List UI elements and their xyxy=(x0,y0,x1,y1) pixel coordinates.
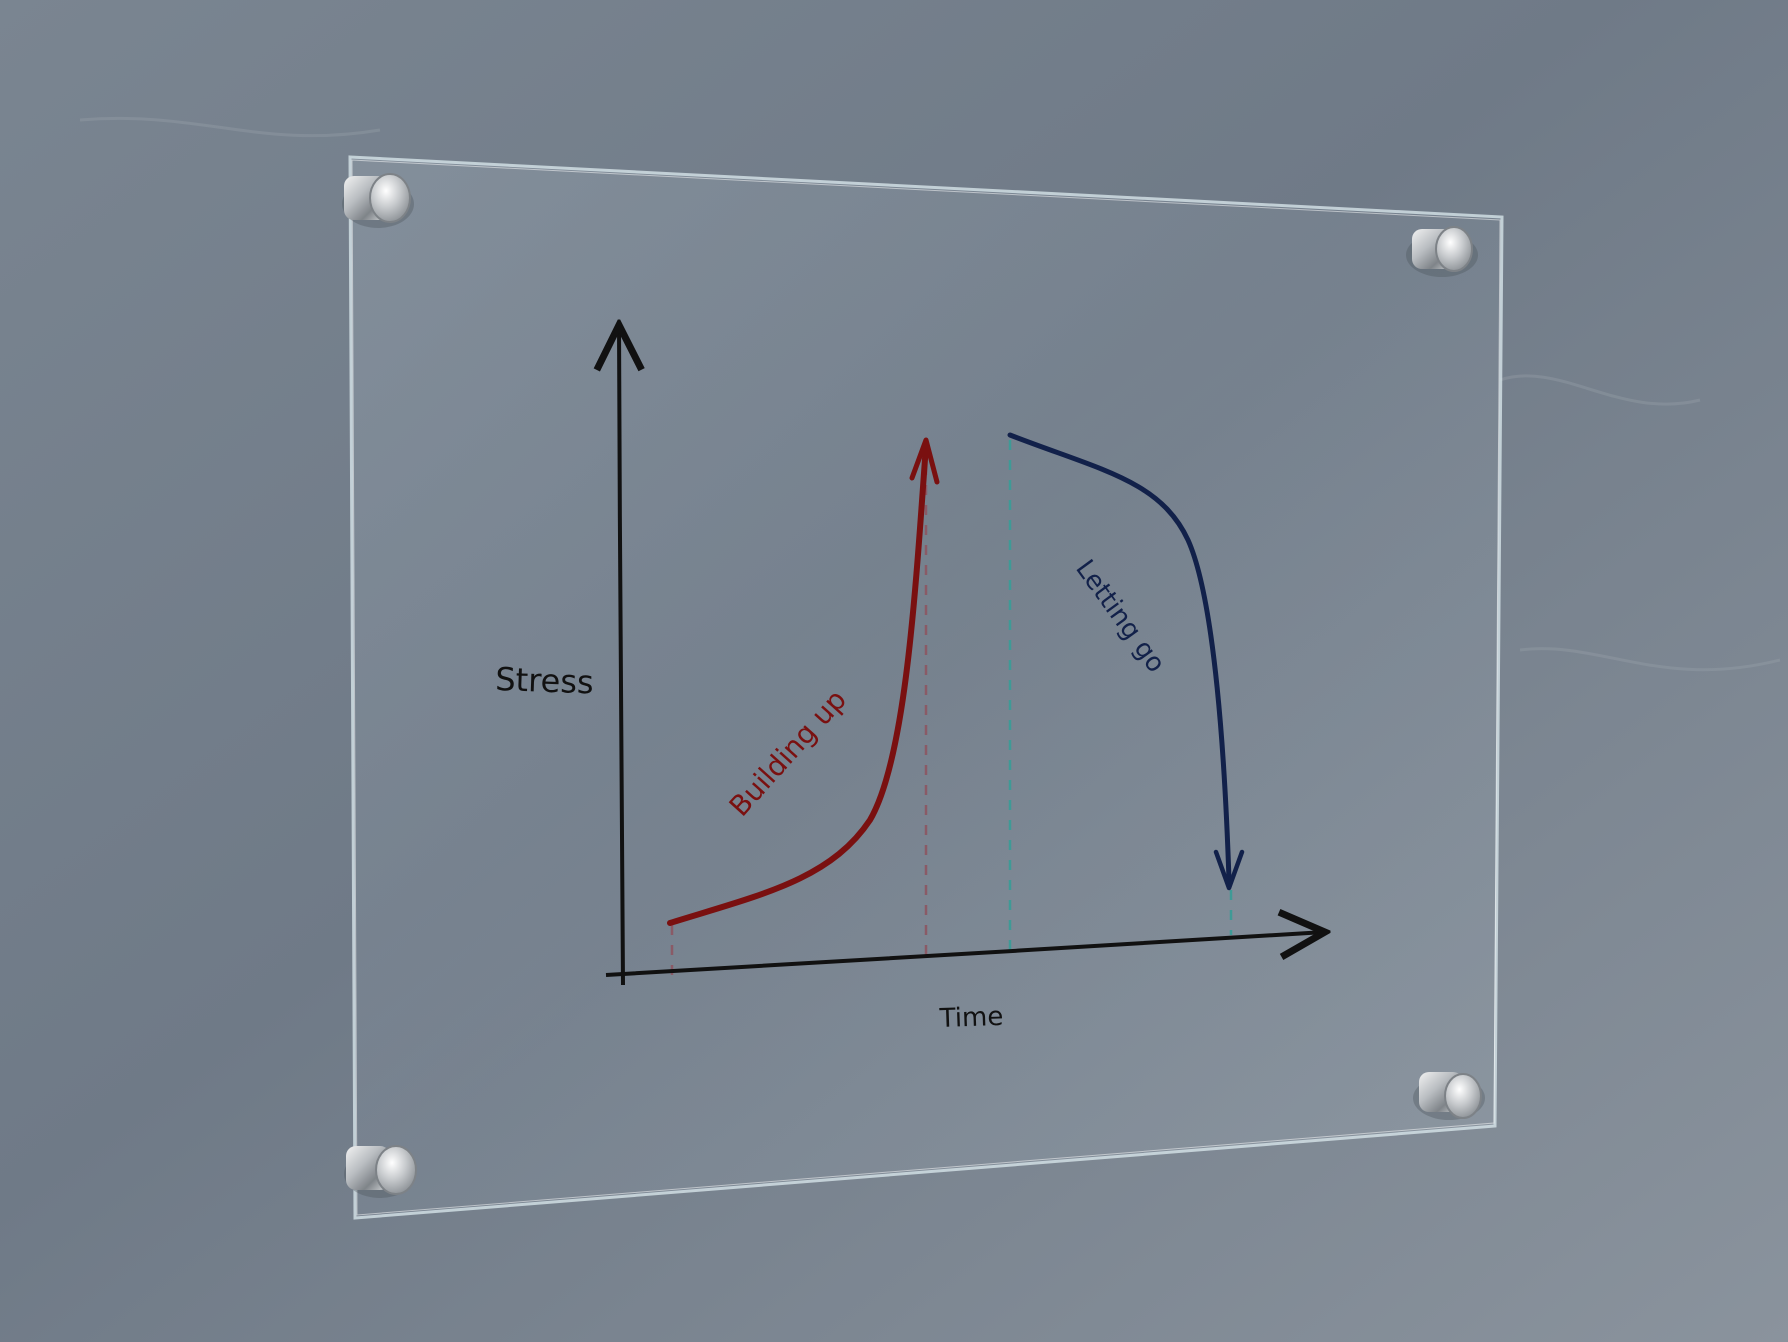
y-axis xyxy=(619,325,623,986)
building-up-curve xyxy=(667,442,929,926)
standoff-mount-icon xyxy=(342,173,414,228)
x-axis-label: Time xyxy=(938,1002,1004,1034)
y-axis-label: Stress xyxy=(495,660,595,701)
standoff-mount-icon xyxy=(344,1145,417,1198)
building-up-arrowhead xyxy=(909,437,940,485)
wall-texture xyxy=(79,116,1781,672)
x-axis xyxy=(605,932,1325,977)
letting-go-arrowhead xyxy=(1213,849,1245,891)
standoff-mount-icon xyxy=(1413,1072,1485,1120)
glass-panel-edge xyxy=(351,159,1501,1216)
letting-go-curve xyxy=(1007,432,1232,883)
standoff-mount-icon xyxy=(1406,226,1478,277)
guide-lines xyxy=(670,440,1233,975)
